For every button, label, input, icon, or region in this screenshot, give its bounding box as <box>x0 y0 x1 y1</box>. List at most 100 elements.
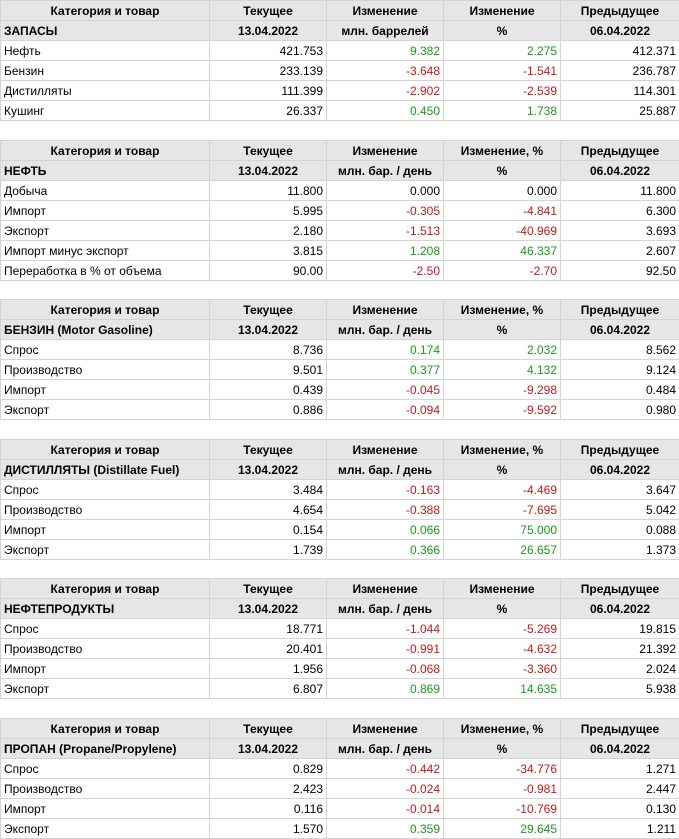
cell-change-pct: -4.841 <box>444 201 561 221</box>
header-cell-change: Изменение <box>327 1 444 21</box>
cell-change: 0.359 <box>327 819 444 839</box>
cell-previous: 2.607 <box>561 241 679 261</box>
cell-category: Производство <box>1 779 210 799</box>
cell-category: Переработка в % от объема <box>1 261 210 281</box>
cell-change-pct: -5.269 <box>444 619 561 639</box>
cell-change: 0.366 <box>327 540 444 560</box>
header-cell-current: Текущее <box>210 579 327 599</box>
header-cell-previous: Предыдущее <box>561 579 679 599</box>
header-cell-current: 13.04.2022 <box>210 21 327 41</box>
cell-current: 6.807 <box>210 679 327 699</box>
header-cell-current: 13.04.2022 <box>210 320 327 340</box>
cell-previous: 92.50 <box>561 261 679 281</box>
cell-category: Экспорт <box>1 819 210 839</box>
header-cell-change-pct: % <box>444 320 561 340</box>
cell-change-pct: -2.70 <box>444 261 561 281</box>
header-cell-change-pct: % <box>444 460 561 480</box>
cell-previous: 0.130 <box>561 799 679 819</box>
cell-current: 0.116 <box>210 799 327 819</box>
header-cell-previous: 06.04.2022 <box>561 320 679 340</box>
cell-change: 0.377 <box>327 360 444 380</box>
cell-category: Экспорт <box>1 400 210 420</box>
cell-current: 8.736 <box>210 340 327 360</box>
cell-current: 0.154 <box>210 520 327 540</box>
header-cell-category: БЕНЗИН (Motor Gasoline) <box>1 320 210 340</box>
cell-change-pct: -1.541 <box>444 61 561 81</box>
cell-category: Импорт <box>1 520 210 540</box>
cell-change-pct: -7.695 <box>444 500 561 520</box>
cell-category: Экспорт <box>1 540 210 560</box>
cell-change: -0.388 <box>327 500 444 520</box>
cell-previous: 21.392 <box>561 639 679 659</box>
cell-current: 11.800 <box>210 181 327 201</box>
header-cell-change: млн. бар. / день <box>327 739 444 759</box>
header-cell-category: ПРОПАН (Propane/Propylene) <box>1 739 210 759</box>
header-cell-change-pct: Изменение, % <box>444 719 561 739</box>
cell-change-pct: -2.539 <box>444 81 561 101</box>
header-cell-previous: Предыдущее <box>561 719 679 739</box>
header-cell-change-pct: % <box>444 599 561 619</box>
header-cell-change: млн. бар. / день <box>327 460 444 480</box>
cell-category: Спрос <box>1 480 210 500</box>
cell-current: 1.739 <box>210 540 327 560</box>
cell-category: Кушинг <box>1 101 210 121</box>
cell-previous: 6.300 <box>561 201 679 221</box>
cell-change: -0.305 <box>327 201 444 221</box>
header-cell-previous: 06.04.2022 <box>561 460 679 480</box>
cell-previous: 236.787 <box>561 61 679 81</box>
header-cell-change-pct: % <box>444 161 561 181</box>
cell-change: -1.044 <box>327 619 444 639</box>
cell-current: 5.995 <box>210 201 327 221</box>
cell-current: 90.00 <box>210 261 327 281</box>
cell-current: 9.501 <box>210 360 327 380</box>
header-cell-category: Категория и товар <box>1 300 210 320</box>
cell-category: Импорт <box>1 201 210 221</box>
cell-change-pct: 2.275 <box>444 41 561 61</box>
cell-change: -0.014 <box>327 799 444 819</box>
header-cell-previous: Предыдущее <box>561 440 679 460</box>
cell-category: Нефть <box>1 41 210 61</box>
cell-previous: 3.693 <box>561 221 679 241</box>
cell-change: -0.991 <box>327 639 444 659</box>
cell-change: -0.045 <box>327 380 444 400</box>
cell-category: Спрос <box>1 340 210 360</box>
cell-current: 4.654 <box>210 500 327 520</box>
header-cell-current: 13.04.2022 <box>210 460 327 480</box>
cell-change-pct: -10.769 <box>444 799 561 819</box>
cell-category: Производство <box>1 360 210 380</box>
cell-current: 1.570 <box>210 819 327 839</box>
cell-previous: 0.980 <box>561 400 679 420</box>
header-cell-current: Текущее <box>210 141 327 161</box>
header-cell-category: Категория и товар <box>1 719 210 739</box>
header-cell-change: млн. бар. / день <box>327 599 444 619</box>
cell-current: 2.423 <box>210 779 327 799</box>
cell-change-pct: -4.632 <box>444 639 561 659</box>
header-cell-category: Категория и товар <box>1 141 210 161</box>
header-cell-change-pct: % <box>444 739 561 759</box>
header-cell-previous: Предыдущее <box>561 141 679 161</box>
cell-previous: 0.088 <box>561 520 679 540</box>
header-cell-current: 13.04.2022 <box>210 161 327 181</box>
